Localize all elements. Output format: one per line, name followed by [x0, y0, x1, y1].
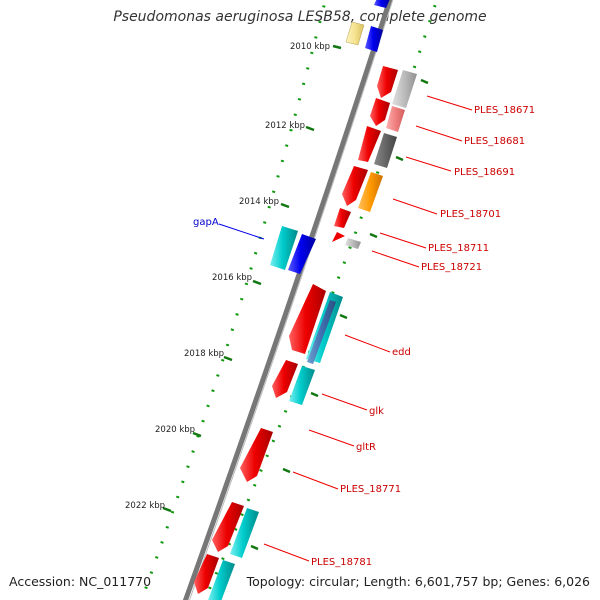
scale-label-2016: 2016 kbp: [212, 273, 252, 283]
scale-label-2014: 2014 kbp: [239, 197, 279, 207]
cds-small-arrow: [332, 232, 345, 242]
gene-label-ples-18671: PLES_18671: [474, 105, 535, 116]
gene-label-ples-18711: PLES_18711: [428, 243, 489, 254]
cds-ples-18771: [212, 502, 244, 552]
scale-ticks: [162, 44, 342, 513]
cds-edd: [289, 284, 326, 354]
gene-label-gltR: gltR: [356, 442, 376, 453]
inner-dotted-track: [139, 0, 328, 600]
scale-label-2012: 2012 kbp: [265, 121, 305, 131]
rna-ples-18781: [208, 560, 235, 600]
gene-label-ples-18691: PLES_18691: [454, 167, 515, 178]
gene-label-glk: glk: [369, 406, 384, 417]
gene-label-ples-18721: PLES_18721: [421, 262, 482, 273]
gene-label-ples-18681: PLES_18681: [464, 136, 525, 147]
label-leader-lines: [263, 95, 473, 562]
cds-ples-18781: [194, 554, 219, 594]
gene-label-ples-18781: PLES_18781: [311, 557, 372, 568]
genome-backbone: [182, 0, 393, 600]
outer-ticks: [250, 78, 429, 551]
label-leader-gapA: [218, 223, 265, 240]
cds-ples-18691: [358, 126, 381, 162]
rna-ples-18691: [374, 133, 397, 168]
gene-label-edd: edd: [392, 347, 411, 358]
feature-yellow-top: [345, 21, 365, 46]
rna-glk: [289, 366, 315, 405]
genome-summary-text: Topology: circular; Length: 6,601,757 bp…: [246, 574, 590, 589]
rna-edd-inner: [307, 300, 336, 364]
scale-label-2010: 2010 kbp: [290, 42, 330, 52]
rna-ples-18671: [392, 70, 417, 108]
cds-gapA: [288, 234, 316, 274]
rna-ples-18701: [358, 172, 383, 212]
cds-gltR: [240, 428, 273, 482]
rna-ples-18681: [386, 106, 405, 132]
scale-label-2022: 2022 kbp: [125, 501, 165, 511]
feature-blue-top-2: [374, 0, 390, 8]
cds-ples-18711: [334, 208, 351, 228]
genome-title: Pseudomonas aeruginosa LESB58, complete …: [113, 9, 487, 25]
cds-ples-18671: [377, 66, 398, 98]
genome-backbone-highlight: [189, 0, 394, 600]
cds-glk: [272, 360, 298, 398]
rna-ples-18721: [345, 238, 361, 249]
cds-gapA-partner: [270, 226, 298, 270]
scale-label-2020: 2020 kbp: [155, 425, 195, 435]
scale-label-2018: 2018 kbp: [184, 349, 224, 359]
cds-ples-18701: [342, 166, 368, 206]
cds-ples-18681: [370, 98, 390, 126]
gene-label-gapA: gapA: [193, 217, 219, 228]
gene-label-ples-18701: PLES_18701: [440, 209, 501, 220]
rna-ples-18771: [230, 508, 259, 558]
accession-text: Accession: NC_011770: [9, 574, 152, 589]
gene-label-ples-18771: PLES_18771: [340, 484, 401, 495]
feature-blue-top: [365, 26, 383, 52]
